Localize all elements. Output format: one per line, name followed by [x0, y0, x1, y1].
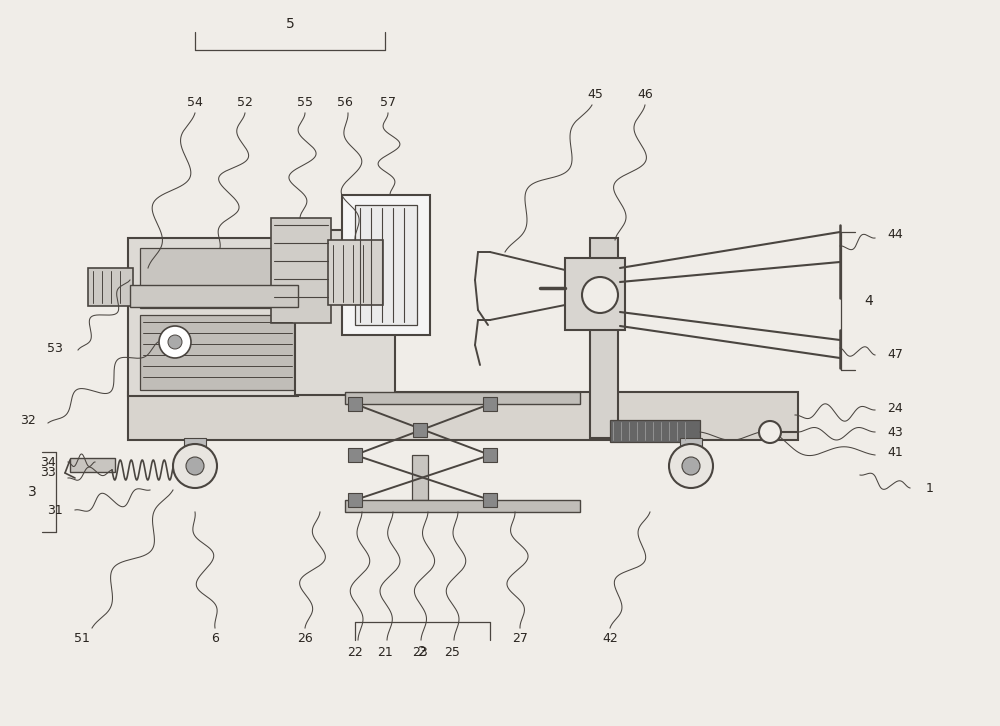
Bar [184, 438, 206, 446]
Bar [328, 240, 383, 305]
Text: 52: 52 [237, 97, 253, 110]
Text: 22: 22 [347, 645, 363, 658]
Text: 27: 27 [512, 632, 528, 645]
Text: 25: 25 [444, 645, 460, 658]
Text: 44: 44 [887, 229, 903, 242]
Bar [483, 397, 497, 411]
Text: 33: 33 [40, 465, 56, 478]
Bar [140, 248, 295, 308]
Text: 55: 55 [297, 97, 313, 110]
Circle shape [168, 335, 182, 349]
Bar [590, 238, 618, 438]
Text: 26: 26 [297, 632, 313, 645]
Circle shape [682, 457, 700, 475]
Bar [345, 500, 580, 512]
Text: 51: 51 [74, 632, 90, 645]
Text: 31: 31 [47, 504, 63, 516]
Text: 41: 41 [887, 446, 903, 459]
Bar [483, 493, 497, 507]
Bar [345, 392, 580, 404]
Bar [88, 268, 133, 306]
Text: 2: 2 [418, 645, 426, 659]
Bar [128, 238, 298, 396]
Bar [483, 448, 497, 462]
Text: 5: 5 [286, 17, 294, 31]
Text: 46: 46 [637, 89, 653, 102]
Text: 45: 45 [587, 89, 603, 102]
Text: 21: 21 [377, 645, 393, 658]
Text: 1: 1 [926, 481, 934, 494]
Bar [355, 205, 417, 325]
Text: 24: 24 [887, 401, 903, 415]
Text: 32: 32 [20, 414, 36, 426]
Text: 43: 43 [887, 425, 903, 439]
Circle shape [582, 277, 618, 313]
Text: 42: 42 [602, 632, 618, 645]
Text: 34: 34 [40, 455, 56, 468]
Bar [128, 392, 798, 440]
Text: 23: 23 [412, 645, 428, 658]
Text: 54: 54 [187, 97, 203, 110]
Bar [140, 315, 295, 390]
Bar [413, 423, 427, 437]
Bar [680, 438, 702, 446]
Bar [610, 420, 700, 442]
Text: 57: 57 [380, 97, 396, 110]
Bar [412, 455, 428, 500]
Bar [348, 448, 362, 462]
Bar [348, 397, 362, 411]
Bar [295, 230, 395, 395]
Bar [565, 258, 625, 330]
Bar [130, 285, 298, 307]
Text: 4: 4 [865, 294, 873, 308]
Circle shape [186, 457, 204, 475]
Bar [348, 493, 362, 507]
Circle shape [159, 326, 191, 358]
Text: 47: 47 [887, 348, 903, 362]
Text: 3: 3 [28, 485, 36, 499]
Bar [70, 458, 115, 472]
Circle shape [173, 444, 217, 488]
Circle shape [759, 421, 781, 443]
Bar [271, 218, 331, 323]
Text: 53: 53 [47, 341, 63, 354]
Bar [342, 195, 430, 335]
Circle shape [669, 444, 713, 488]
Text: 6: 6 [211, 632, 219, 645]
Text: 56: 56 [337, 97, 353, 110]
